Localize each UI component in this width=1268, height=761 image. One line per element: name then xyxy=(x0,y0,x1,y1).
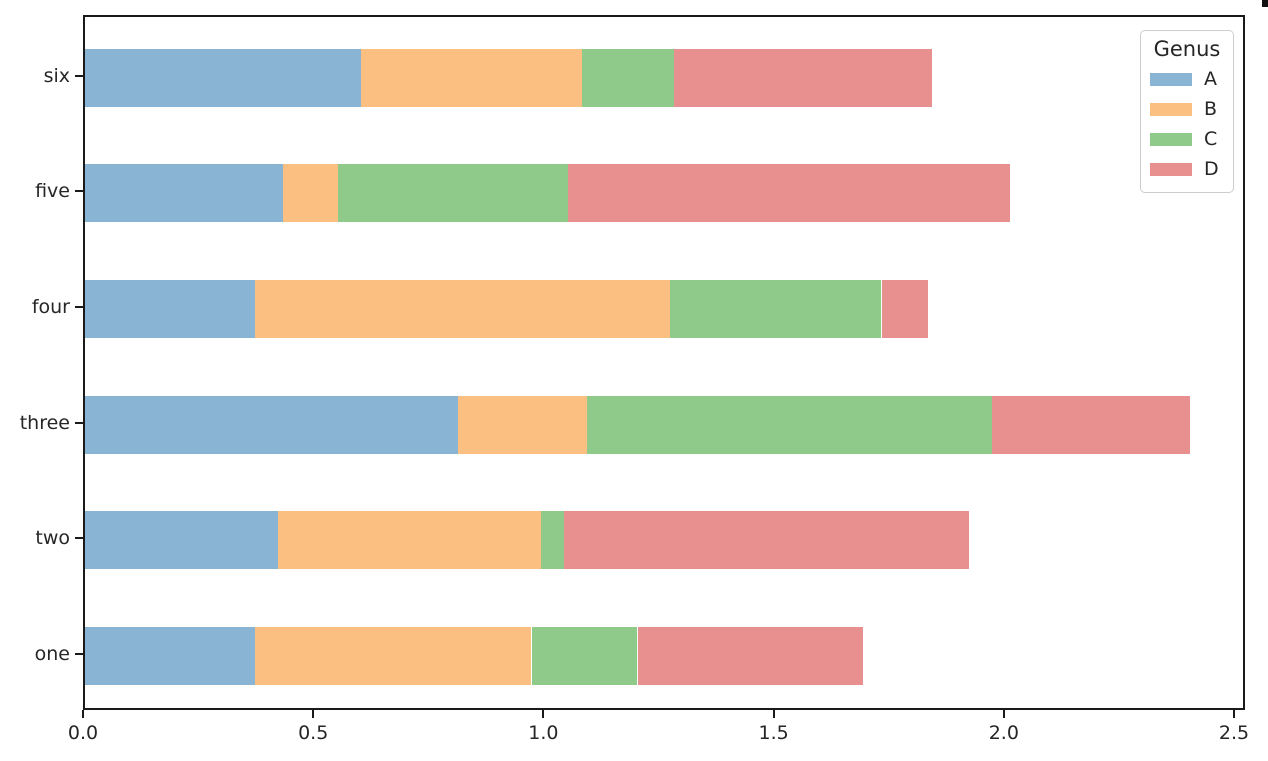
legend-title: Genus xyxy=(1153,37,1221,61)
bar-segment-four-A xyxy=(85,279,256,338)
x-tick-mark-0.5 xyxy=(312,710,315,718)
y-tick-mark-two xyxy=(75,537,83,540)
bar-segment-six-C xyxy=(582,48,675,107)
bar-segment-five-A xyxy=(85,164,283,223)
x-tick-label-0.5: 0.5 xyxy=(298,722,329,744)
x-tick-label-1.5: 1.5 xyxy=(758,722,789,744)
x-tick-mark-0.0 xyxy=(82,710,84,718)
x-tick-label-2.0: 2.0 xyxy=(988,722,1019,744)
x-tick-label-1.0: 1.0 xyxy=(528,722,559,744)
bar-segment-two-B xyxy=(278,511,541,570)
bar-segment-three-A xyxy=(85,395,458,454)
x-tick-mark-2.0 xyxy=(1002,710,1005,718)
bar-segment-six-B xyxy=(361,48,583,107)
bar-segment-three-D xyxy=(992,395,1190,454)
bar-segment-six-A xyxy=(85,48,362,107)
y-tick-mark-three xyxy=(75,421,83,424)
bar-segment-one-D xyxy=(637,627,864,685)
legend-item-C: C xyxy=(1150,126,1233,152)
bar-segment-four-B xyxy=(255,279,670,338)
y-tick-mark-four xyxy=(75,305,83,308)
bar-segment-four-D xyxy=(881,279,928,338)
bar-segment-three-C xyxy=(586,395,992,454)
bar-segment-four-C xyxy=(669,279,882,338)
legend-item-B: B xyxy=(1150,96,1233,122)
y-tick-label-five: five xyxy=(35,180,70,203)
y-tick-mark-five xyxy=(75,190,83,193)
y-tick-mark-six xyxy=(75,74,83,77)
y-tick-label-three: three xyxy=(19,411,70,434)
bar-segment-two-A xyxy=(85,511,279,570)
legend-label-A: A xyxy=(1204,68,1217,90)
bar-segment-five-B xyxy=(283,164,339,223)
bar-segment-two-D xyxy=(563,511,969,570)
y-tick-label-six: six xyxy=(43,64,70,87)
x-tick-label-2.5: 2.5 xyxy=(1218,722,1250,744)
x-tick-label-0.0: 0.0 xyxy=(67,722,99,744)
bar-segment-three-B xyxy=(457,395,587,454)
legend-label-D: D xyxy=(1204,158,1219,180)
legend-swatch-D xyxy=(1150,162,1192,176)
legend-label-B: B xyxy=(1204,98,1218,120)
y-tick-label-one: one xyxy=(34,643,70,665)
bar-segment-one-B xyxy=(255,627,532,685)
y-tick-label-four: four xyxy=(31,295,70,318)
bar-segment-two-C xyxy=(540,511,564,570)
corner-artifact xyxy=(1262,0,1268,7)
bar-segment-one-A xyxy=(85,627,256,685)
legend-swatch-C xyxy=(1150,132,1192,146)
legend-item-D: D xyxy=(1150,156,1233,182)
bar-segment-five-D xyxy=(568,164,1011,223)
y-tick-mark-one xyxy=(75,653,83,655)
legend-item-A: A xyxy=(1150,66,1233,92)
legend-swatch-B xyxy=(1150,102,1192,116)
legend-swatch-A xyxy=(1150,72,1192,86)
y-tick-label-two: two xyxy=(35,527,70,550)
legend-label-C: C xyxy=(1204,128,1218,150)
x-tick-mark-1.0 xyxy=(542,710,545,718)
bar-segment-five-C xyxy=(338,164,569,223)
x-tick-mark-1.5 xyxy=(772,710,775,718)
bar-segment-one-C xyxy=(531,627,638,685)
x-tick-mark-2.5 xyxy=(1233,710,1235,718)
bar-segment-six-D xyxy=(674,48,933,107)
